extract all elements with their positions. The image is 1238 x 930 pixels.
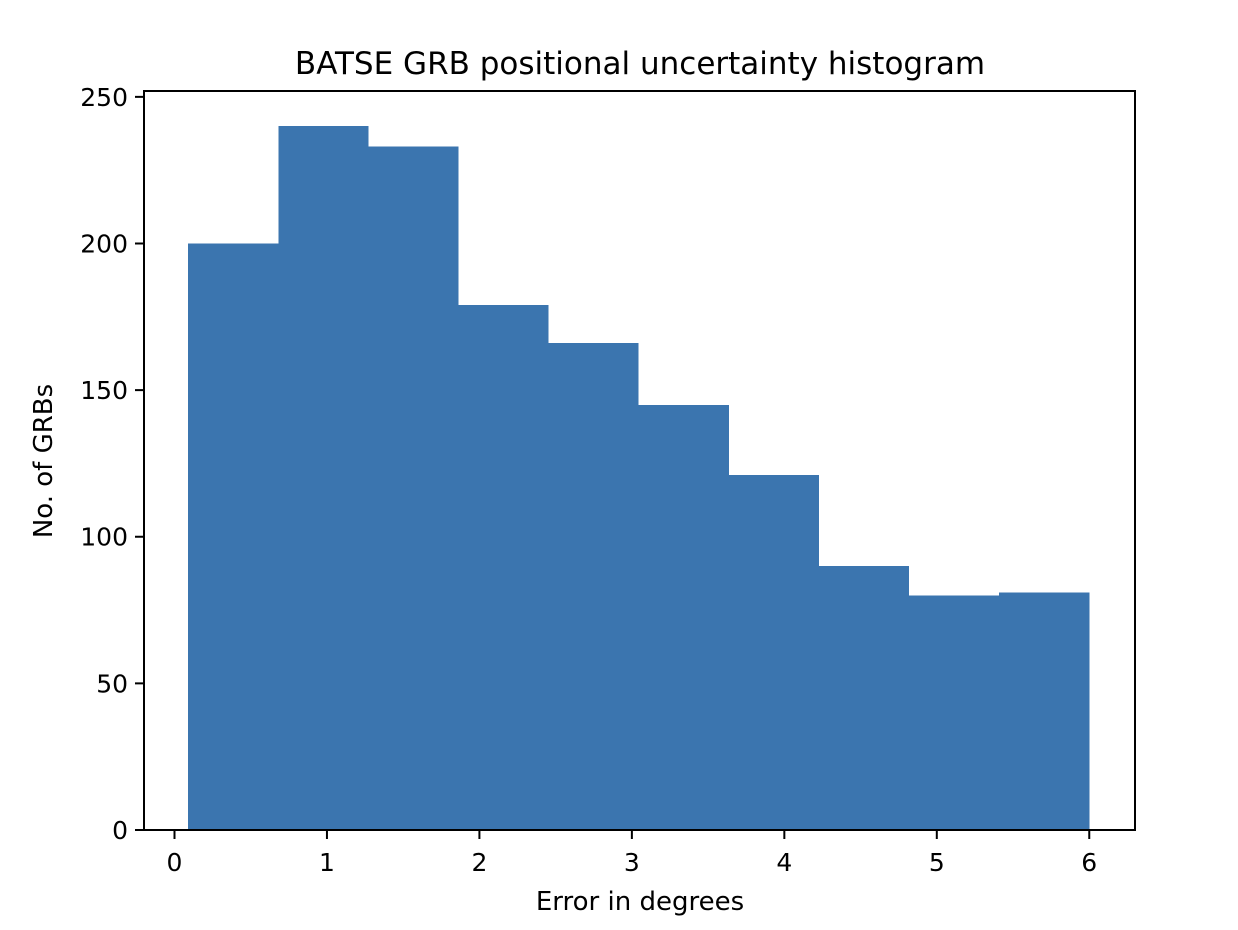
histogram-bar <box>909 595 1000 830</box>
y-tick-label: 150 <box>80 376 128 405</box>
x-tick-label: 1 <box>319 848 335 877</box>
plot-area-frame <box>143 90 1136 831</box>
bars-group <box>188 126 1090 830</box>
y-tick-label: 250 <box>80 83 128 112</box>
histogram-bar <box>638 404 729 830</box>
x-axis-label: Error in degrees <box>536 887 744 917</box>
x-tick-label: 3 <box>624 848 640 877</box>
x-tick-label: 5 <box>929 848 945 877</box>
y-axis-ticks: 0 50 100 150 200 250 <box>80 83 144 845</box>
histogram-bar <box>818 566 910 830</box>
y-tick-label: 50 <box>96 669 128 698</box>
histogram-bar <box>188 243 279 830</box>
x-tick-label: 4 <box>776 848 792 877</box>
x-tick-label: 2 <box>471 848 487 877</box>
histogram-bar <box>548 343 639 830</box>
x-axis-ticks: 0 1 2 3 4 5 6 <box>167 830 1097 877</box>
histogram-bar <box>368 146 459 830</box>
y-tick-label: 100 <box>80 523 128 552</box>
y-tick-label: 200 <box>80 229 128 258</box>
histogram-bar <box>458 305 549 830</box>
y-axis-label: No. of GRBs <box>29 384 59 538</box>
histogram-bar <box>999 592 1090 830</box>
histogram-bar <box>278 126 369 830</box>
x-tick-label: 6 <box>1081 848 1097 877</box>
x-tick-label: 0 <box>167 848 183 877</box>
histogram-bar <box>728 475 819 830</box>
y-tick-label: 0 <box>112 816 128 845</box>
chart-title: BATSE GRB positional uncertainty histogr… <box>295 46 985 82</box>
